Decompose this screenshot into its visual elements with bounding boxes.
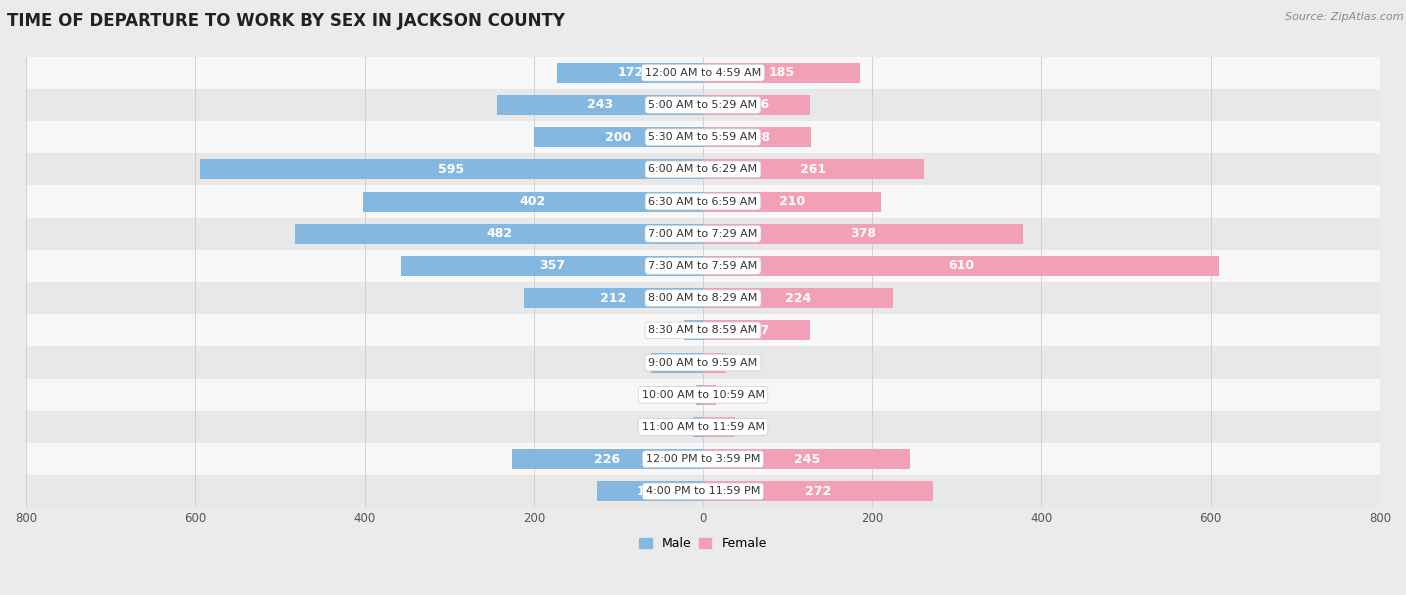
Text: 243: 243	[588, 98, 613, 111]
Text: 23: 23	[665, 324, 681, 337]
Bar	[683, 320, 703, 340]
Bar	[703, 127, 811, 147]
Text: 402: 402	[520, 195, 546, 208]
Bar	[703, 385, 716, 405]
Bar	[401, 256, 703, 276]
Bar	[27, 346, 1379, 378]
Text: 38: 38	[738, 421, 755, 434]
Text: 5:30 AM to 5:59 AM: 5:30 AM to 5:59 AM	[648, 132, 758, 142]
Text: 200: 200	[605, 131, 631, 143]
Text: 210: 210	[779, 195, 806, 208]
Text: 7:00 AM to 7:29 AM: 7:00 AM to 7:29 AM	[648, 228, 758, 239]
Text: 8: 8	[685, 389, 693, 401]
Bar	[27, 154, 1379, 186]
Bar	[703, 256, 1219, 276]
Text: 7:30 AM to 7:59 AM: 7:30 AM to 7:59 AM	[648, 261, 758, 271]
Text: 12:00 AM to 4:59 AM: 12:00 AM to 4:59 AM	[645, 68, 761, 78]
Text: 12: 12	[673, 421, 689, 434]
Text: 172: 172	[617, 66, 644, 79]
Text: 61: 61	[668, 356, 686, 369]
Text: 6:30 AM to 6:59 AM: 6:30 AM to 6:59 AM	[648, 196, 758, 206]
Bar	[703, 224, 1022, 244]
Bar	[498, 95, 703, 115]
Bar	[703, 417, 735, 437]
Bar	[703, 481, 934, 502]
Text: 15: 15	[718, 389, 735, 401]
Bar	[27, 57, 1379, 89]
Text: 11:00 AM to 11:59 AM: 11:00 AM to 11:59 AM	[641, 422, 765, 432]
Text: 126: 126	[744, 98, 769, 111]
Bar	[27, 218, 1379, 250]
Bar	[363, 192, 703, 212]
Text: 595: 595	[439, 163, 464, 176]
Bar	[295, 224, 703, 244]
Text: 610: 610	[948, 259, 974, 273]
Bar	[703, 353, 725, 372]
Bar	[512, 449, 703, 469]
Bar	[27, 250, 1379, 282]
Bar	[27, 89, 1379, 121]
Text: 128: 128	[744, 131, 770, 143]
Bar	[27, 121, 1379, 154]
Bar	[557, 62, 703, 83]
Text: 6:00 AM to 6:29 AM: 6:00 AM to 6:29 AM	[648, 164, 758, 174]
Text: 357: 357	[538, 259, 565, 273]
Bar	[27, 411, 1379, 443]
Bar	[598, 481, 703, 502]
Bar	[703, 95, 810, 115]
Text: Source: ZipAtlas.com: Source: ZipAtlas.com	[1285, 12, 1403, 22]
Bar	[534, 127, 703, 147]
Bar	[703, 320, 810, 340]
Text: TIME OF DEPARTURE TO WORK BY SEX IN JACKSON COUNTY: TIME OF DEPARTURE TO WORK BY SEX IN JACK…	[7, 12, 565, 30]
Bar	[703, 62, 859, 83]
Text: 226: 226	[595, 453, 620, 466]
Bar	[696, 385, 703, 405]
Text: 127: 127	[744, 324, 770, 337]
Bar	[693, 417, 703, 437]
Bar	[703, 159, 924, 179]
Text: 482: 482	[486, 227, 512, 240]
Text: 4:00 PM to 11:59 PM: 4:00 PM to 11:59 PM	[645, 486, 761, 496]
Bar	[200, 159, 703, 179]
Text: 224: 224	[785, 292, 811, 305]
Text: 10:00 AM to 10:59 AM: 10:00 AM to 10:59 AM	[641, 390, 765, 400]
Text: 212: 212	[600, 292, 627, 305]
Text: 125: 125	[637, 485, 664, 498]
Bar	[703, 449, 910, 469]
Legend: Male, Female: Male, Female	[634, 533, 772, 555]
Bar	[27, 282, 1379, 314]
Text: 9:00 AM to 9:59 AM: 9:00 AM to 9:59 AM	[648, 358, 758, 368]
Bar	[27, 378, 1379, 411]
Text: 5:00 AM to 5:29 AM: 5:00 AM to 5:29 AM	[648, 100, 758, 110]
Text: 185: 185	[768, 66, 794, 79]
Text: 261: 261	[800, 163, 827, 176]
Text: 27: 27	[730, 356, 745, 369]
Text: 245: 245	[793, 453, 820, 466]
Text: 12:00 PM to 3:59 PM: 12:00 PM to 3:59 PM	[645, 454, 761, 464]
Text: 8:00 AM to 8:29 AM: 8:00 AM to 8:29 AM	[648, 293, 758, 303]
Bar	[27, 443, 1379, 475]
Bar	[703, 288, 893, 308]
Bar	[651, 353, 703, 372]
Bar	[27, 186, 1379, 218]
Text: 8:30 AM to 8:59 AM: 8:30 AM to 8:59 AM	[648, 325, 758, 336]
Text: 272: 272	[806, 485, 831, 498]
Text: 378: 378	[849, 227, 876, 240]
Bar	[523, 288, 703, 308]
Bar	[703, 192, 880, 212]
Bar	[27, 314, 1379, 346]
Bar	[27, 475, 1379, 508]
